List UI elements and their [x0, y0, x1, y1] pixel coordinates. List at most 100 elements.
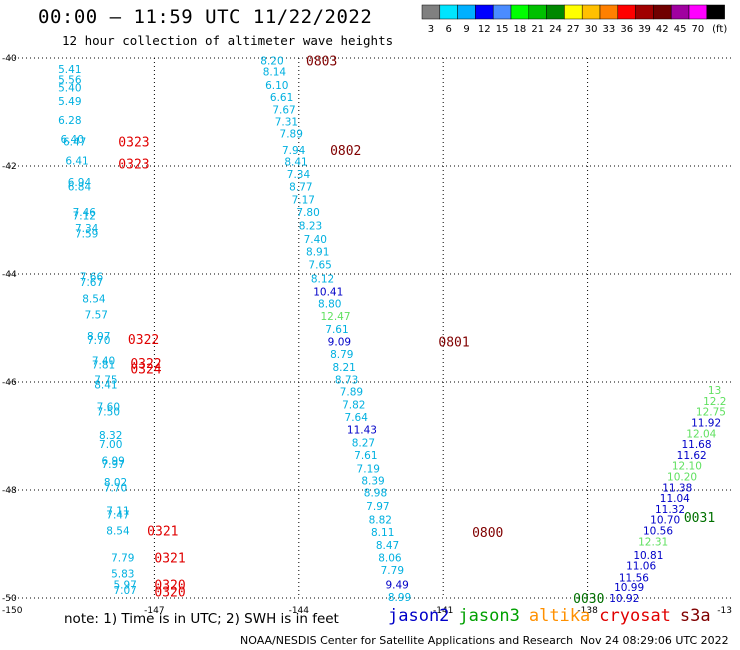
legend-cryosat: cryosat [599, 606, 671, 626]
wave-height-point: 7.94 [282, 145, 306, 157]
wave-height-point: 5.56 [58, 75, 82, 87]
wave-height-point: 8.39 [361, 475, 384, 487]
wave-height-point: 8.82 [369, 515, 392, 527]
wave-height-point: 7.67 [80, 277, 103, 289]
scale-label-14: 45 [674, 24, 687, 35]
pass-time-label: 0322 [130, 357, 161, 372]
y-tick-label: -42 [2, 162, 17, 172]
wave-height-point: 8.32 [99, 430, 122, 442]
wave-height-point: 7.61 [325, 324, 348, 336]
wave-height-point: 7.67 [272, 104, 295, 116]
pass-time-label: 0323 [118, 136, 149, 151]
wave-height-point: 5.49 [58, 96, 81, 108]
y-tick-label: -46 [2, 378, 17, 388]
wave-height-point: 8.47 [376, 540, 399, 552]
wave-height-point: 9.09 [328, 337, 351, 349]
pass-time-label: 0802 [330, 144, 361, 159]
wave-height-point: 6.40 [61, 134, 84, 146]
wave-height-point: 7.11 [106, 506, 129, 518]
note-text: note: 1) Time is in UTC; 2) SWH is in fe… [64, 611, 339, 627]
scale-label-2: 9 [463, 24, 469, 35]
chart-subtitle: 12 hour collection of altimeter wave hei… [62, 33, 394, 48]
wave-height-point: 7.59 [75, 229, 98, 241]
wave-height-point: 8.02 [104, 477, 127, 489]
wave-height-point: 11.43 [347, 425, 377, 437]
wave-height-point: 7.57 [85, 310, 108, 322]
y-tick-label: -44 [2, 270, 17, 280]
wave-height-point: 8.54 [82, 293, 106, 305]
wave-height-point: 10.20 [667, 472, 697, 484]
pass-time-label: 0323 [118, 157, 149, 172]
pass-time-label: 0801 [438, 336, 469, 351]
wave-height-point: 7.50 [97, 407, 120, 419]
wave-height-point: 7.70 [87, 335, 110, 347]
wave-height-point: 8.73 [335, 374, 358, 386]
wave-height-point: 8.99 [388, 592, 411, 604]
wave-height-point: 6.10 [265, 80, 288, 92]
wave-height-point: 7.61 [354, 450, 377, 462]
wave-height-point: 6.99 [101, 455, 124, 467]
pass-time-label: 0803 [306, 55, 337, 70]
color-scale-legend: 3 6 9 12 15 18 21 24 27 30 33 36 39 42 45 70 (ft) [421, 4, 727, 35]
wave-height-point: 7.89 [340, 387, 363, 399]
y-tick-label: -50 [2, 594, 17, 604]
wave-height-point: 12.04 [686, 428, 716, 440]
wave-height-point: 7.82 [342, 400, 365, 412]
scale-label-5: 18 [514, 24, 527, 35]
scale-label-16: (ft) [712, 24, 727, 35]
wave-height-point: 7.89 [280, 129, 303, 141]
wave-height-point: 10.41 [313, 286, 343, 298]
x-tick-label: -147 [144, 606, 164, 616]
wave-height-point: 12.47 [320, 311, 350, 323]
wave-height-point: 7.97 [366, 501, 389, 513]
legend-jason3: jason3 [458, 606, 520, 626]
wave-height-point: 8.06 [378, 553, 402, 565]
x-tick-label: -13 [717, 606, 732, 616]
wave-height-point: 7.31 [275, 117, 298, 129]
wave-height-point: 5.41 [58, 64, 81, 76]
scale-label-9: 30 [585, 24, 598, 35]
wave-height-point: 7.34 [287, 169, 311, 181]
wave-height-point: 10.99 [614, 582, 644, 594]
wave-height-point: 10.70 [650, 515, 680, 527]
wave-height-point: 5.97 [113, 580, 136, 592]
wave-height-point: 5.40 [58, 83, 81, 95]
wave-height-point: 7.80 [296, 207, 319, 219]
wave-height-point: 7.75 [94, 374, 117, 386]
scale-label-7: 24 [549, 24, 562, 35]
scale-label-10: 33 [603, 24, 616, 35]
wave-height-point: 8.23 [299, 220, 322, 232]
wave-height-point: 6.94 [68, 177, 92, 189]
wave-height-point: 10.56 [643, 526, 673, 538]
wave-height-point: 8.80 [318, 299, 341, 311]
scale-swatch-16 [706, 4, 725, 20]
wave-height-point: 12.10 [672, 461, 702, 473]
x-tick-label: -141 [433, 606, 453, 616]
x-tick-label: -150 [2, 606, 23, 616]
wave-height-point: 11.06 [626, 561, 656, 573]
pass-time-label: 0324 [130, 363, 161, 378]
pass-time-label: 0321 [147, 525, 178, 540]
footer-credit: NOAA/NESDIS Center for Satellite Applica… [240, 634, 574, 647]
wave-height-point: 9.49 [385, 580, 408, 592]
wave-height-point: 7.40 [304, 234, 327, 246]
wave-height-point: 6.47 [63, 137, 86, 149]
wave-height-point: 7.40 [92, 355, 115, 367]
wave-height-point: 12.2 [703, 396, 726, 408]
wave-height-point: 8.21 [332, 362, 355, 374]
wave-height-point: 11.38 [662, 482, 692, 494]
wave-height-point: 11.68 [681, 439, 711, 451]
wave-height-point: 7.34 [75, 223, 99, 235]
scale-label-8: 27 [567, 24, 580, 35]
wave-height-point: 8.41 [94, 380, 117, 392]
wave-height-point: 7.66 [80, 272, 104, 284]
wave-height-point: 8.12 [311, 273, 334, 285]
wave-height-point: 8.77 [289, 182, 312, 194]
wave-height-point: 8.14 [263, 67, 287, 79]
wave-height-point: 12.31 [638, 536, 668, 548]
wave-height-point: 6.28 [58, 115, 81, 127]
pass-time-label: 0322 [128, 333, 159, 348]
wave-height-point: 7.12 [73, 211, 96, 223]
wave-height-point: 8.07 [87, 331, 110, 343]
scale-label-1: 6 [446, 24, 452, 35]
